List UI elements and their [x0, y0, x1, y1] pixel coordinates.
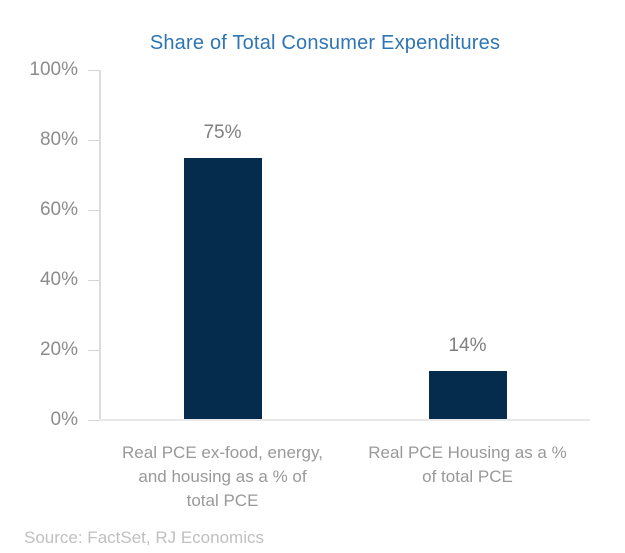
y-tick-mark — [88, 70, 99, 71]
y-tick-mark — [88, 140, 99, 141]
category-label-line: and housing as a % of — [138, 467, 307, 486]
y-tick-label: 20% — [39, 339, 78, 360]
y-tick-label: 60% — [39, 199, 78, 220]
bar — [428, 371, 507, 420]
bar — [183, 157, 262, 420]
category-label: Real PCE ex-food, energy, and housing as … — [98, 441, 348, 513]
y-tick-label: 0% — [50, 409, 78, 430]
category-label-line: of total PCE — [422, 467, 513, 486]
category-label: Real PCE Housing as a % of total PCE — [343, 441, 593, 489]
y-axis-line — [99, 70, 101, 421]
category-label-line: total PCE — [186, 491, 259, 510]
y-tick-mark — [88, 350, 99, 351]
y-tick-label: 80% — [39, 129, 78, 150]
y-tick-mark — [88, 420, 99, 421]
y-tick-mark — [88, 210, 99, 211]
y-tick-mark — [88, 280, 99, 281]
category-label-line: Real PCE Housing as a % — [368, 443, 567, 462]
category-label-line: Real PCE ex-food, energy, — [122, 443, 323, 462]
y-tick-label: 100% — [29, 59, 78, 80]
x-axis-line — [99, 419, 590, 421]
y-tick-label: 40% — [39, 269, 78, 290]
chart-title: Share of Total Consumer Expenditures — [149, 32, 501, 54]
source-note: Source: FactSet, RJ Economics — [24, 528, 264, 547]
bar-value-label: 75% — [203, 121, 242, 143]
bar-value-label: 14% — [448, 335, 487, 356]
